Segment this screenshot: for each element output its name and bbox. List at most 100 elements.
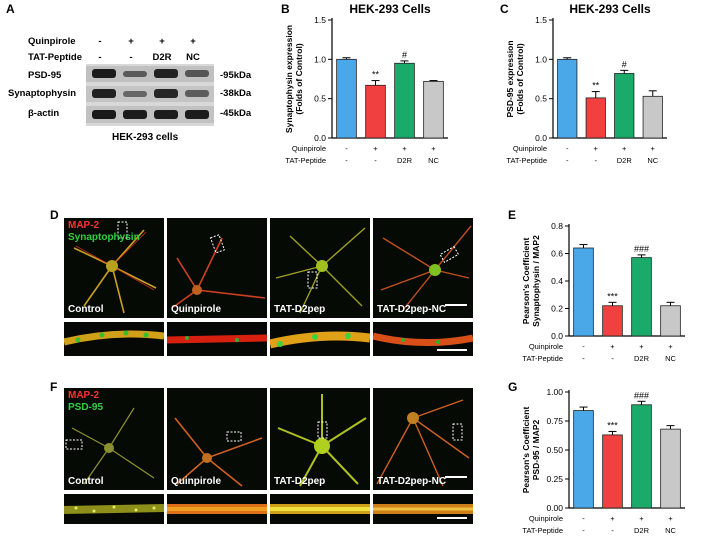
chart-g-ytick-label-3: 0.75: [546, 416, 563, 426]
chart-c-bar-2: [614, 73, 635, 139]
chart-e-row-quinpirole: Quinpirole: [529, 342, 563, 351]
chart-e-row-tat: TAT-Peptide: [522, 354, 563, 363]
chart-c-quin-mark-1: +: [594, 144, 599, 153]
chart-c-tat-mark-2: D2R: [617, 156, 633, 165]
chart-e-ytick-label-1: 0.2: [551, 304, 563, 314]
chart-b-tat-mark-3: NC: [428, 156, 439, 165]
chart-g-tat-mark-0: -: [582, 526, 585, 535]
chart-e-quin-mark-2: +: [639, 342, 644, 351]
micrograph-d-quinpirole: Quinpirole: [167, 218, 267, 318]
cond-label-f-tatd2pep: TAT-D2pep: [274, 476, 326, 487]
cond-label-f-tatd2pepnc: TAT-D2pep-NC: [377, 476, 447, 487]
chart-e: Pearson's CoefficientSynaptophysin / MAP…: [521, 221, 685, 363]
chart-e-bar-3: [660, 305, 681, 337]
chart-g-tat-mark-1: -: [611, 526, 614, 535]
chart-b-annot-1: **: [372, 70, 380, 80]
chart-b-bar-1: [365, 84, 386, 139]
panel-letter-d: D: [50, 208, 59, 222]
blot-quin-mark-3: +: [159, 36, 165, 47]
chart-b-ylabel: Synaptophysin expression(Folds of Contro…: [284, 25, 304, 133]
blot-band-label-psd95: PSD-95: [28, 70, 62, 81]
strip-f-quinpirole: [167, 494, 267, 524]
micrograph-f-control: MAP-2 PSD-95 Control: [64, 388, 164, 490]
scale-bar-d: [445, 304, 467, 306]
chart-c-bar-0: [557, 58, 578, 139]
chart-e-annot-1: ***: [607, 291, 618, 301]
chart-e-bar-2: [631, 257, 652, 337]
chart-e-bar-0: [573, 247, 594, 337]
cond-label-d-tatd2pepnc: TAT-D2pep-NC: [377, 304, 447, 315]
chart-e-tat-mark-1: -: [611, 354, 614, 363]
chart-e-ytick-label-2: 0.4: [551, 276, 563, 286]
strip-scale-bar-d: [437, 349, 467, 351]
chart-e-quin-mark-0: -: [582, 342, 585, 351]
chart-g-quin-mark-0: -: [582, 514, 585, 523]
chart-c-quin-mark-3: +: [651, 144, 656, 153]
stain-label-psd95: PSD-95: [68, 402, 104, 413]
panel-letter-g: G: [508, 380, 518, 394]
chart-e-ytick-label-0: 0.0: [551, 331, 563, 341]
chart-c-tat-mark-3: NC: [647, 156, 658, 165]
chart-b-quin-mark-3: +: [431, 144, 436, 153]
chart-e-quin-mark-3: +: [668, 342, 673, 351]
blot-tat-mark-3: D2R: [152, 52, 172, 63]
chart-g-ytick-label-1: 0.25: [546, 474, 563, 484]
chart-b-annot-2: #: [402, 50, 407, 60]
chart-c-quin-mark-0: -: [566, 144, 569, 153]
kda-label-bactin: -45kDa: [220, 108, 252, 119]
chart-c-ylabel: PSD-95 expression(Folds of Control): [505, 40, 525, 117]
cond-label-d-control: Control: [68, 304, 104, 315]
chart-b-title: HEK-293 Cells: [349, 2, 431, 16]
blot-band-label-synaptophysin: Synaptophysin: [8, 88, 77, 99]
chart-c-bar-1: [585, 97, 606, 139]
chart-e-tat-mark-3: NC: [665, 354, 676, 363]
chart-g-ytick-label-4: 1.00: [546, 387, 563, 397]
chart-g-quin-mark-3: +: [668, 514, 673, 523]
micrograph-f-tatd2pepnc: TAT-D2pep-NC: [373, 388, 473, 490]
chart-g-bar-3: [660, 428, 681, 509]
kda-label-synaptophysin: -38kDa: [220, 88, 252, 99]
strip-d-tatd2pepnc: [373, 322, 473, 356]
chart-b-row-tat: TAT-Peptide: [285, 156, 326, 165]
chart-g-ytick-label-0: 0.00: [546, 503, 563, 513]
chart-g-tat-mark-2: D2R: [634, 526, 650, 535]
strip-scale-bar-f: [437, 517, 467, 519]
cond-label-d-tatd2pep: TAT-D2pep: [274, 304, 326, 315]
chart-c-row-tat: TAT-Peptide: [506, 156, 547, 165]
chart-g-bar-0: [573, 410, 594, 509]
chart-e-ytick-label-3: 0.6: [551, 249, 563, 259]
chart-c-bar-3: [642, 95, 663, 139]
chart-c-ytick-label-0: 0.0: [535, 133, 547, 143]
blot-row-tat: TAT-Peptide: [28, 52, 83, 63]
chart-c-ytick-label-2: 1.0: [535, 54, 547, 64]
chart-b: HEK-293 Cells Synaptophysin expression(Fo…: [284, 2, 448, 165]
strip-d-control: [64, 322, 164, 356]
chart-b-ytick-label-1: 0.5: [314, 94, 326, 104]
chart-b-tat-mark-0: -: [345, 156, 348, 165]
chart-c-quin-mark-2: +: [622, 144, 627, 153]
chart-b-ytick-label-2: 1.0: [314, 54, 326, 64]
blot-tat-mark-1: -: [98, 52, 102, 63]
chart-b-tat-mark-2: D2R: [397, 156, 413, 165]
chart-c-ytick-label-3: 1.5: [535, 15, 547, 25]
chart-g-annot-1: ***: [607, 420, 618, 430]
cond-label-d-quinpirole: Quinpirole: [171, 304, 221, 315]
stain-label-map2-f: MAP-2: [68, 390, 100, 401]
chart-g-quin-mark-1: +: [610, 514, 615, 523]
cond-label-f-quinpirole: Quinpirole: [171, 476, 221, 487]
chart-e-quin-mark-1: +: [610, 342, 615, 351]
chart-c-tat-mark-0: -: [566, 156, 569, 165]
micrograph-f-quinpirole: Quinpirole: [167, 388, 267, 490]
panel-letter-c: C: [500, 2, 509, 16]
chart-e-ylabel: Pearson's CoefficientSynaptophysin / MAP…: [521, 235, 541, 327]
panel-letter-e: E: [508, 208, 517, 222]
strip-f-tatd2pep: [270, 494, 370, 524]
chart-b-bar-3: [423, 80, 444, 139]
chart-c-ytick-label-1: 0.5: [535, 94, 547, 104]
chart-g: Pearson's CoefficientPSD-95 / MAP2 0.00 0.…: [521, 387, 685, 535]
stain-label-synaptophysin: Synaptophysin: [68, 232, 140, 243]
chart-g-ytick-label-2: 0.50: [546, 445, 563, 455]
chart-c-title: HEK-293 Cells: [569, 2, 651, 16]
blot-quin-mark-1: -: [98, 36, 102, 47]
chart-c: HEK-293 Cells PSD-95 expression(Folds of …: [505, 2, 667, 165]
